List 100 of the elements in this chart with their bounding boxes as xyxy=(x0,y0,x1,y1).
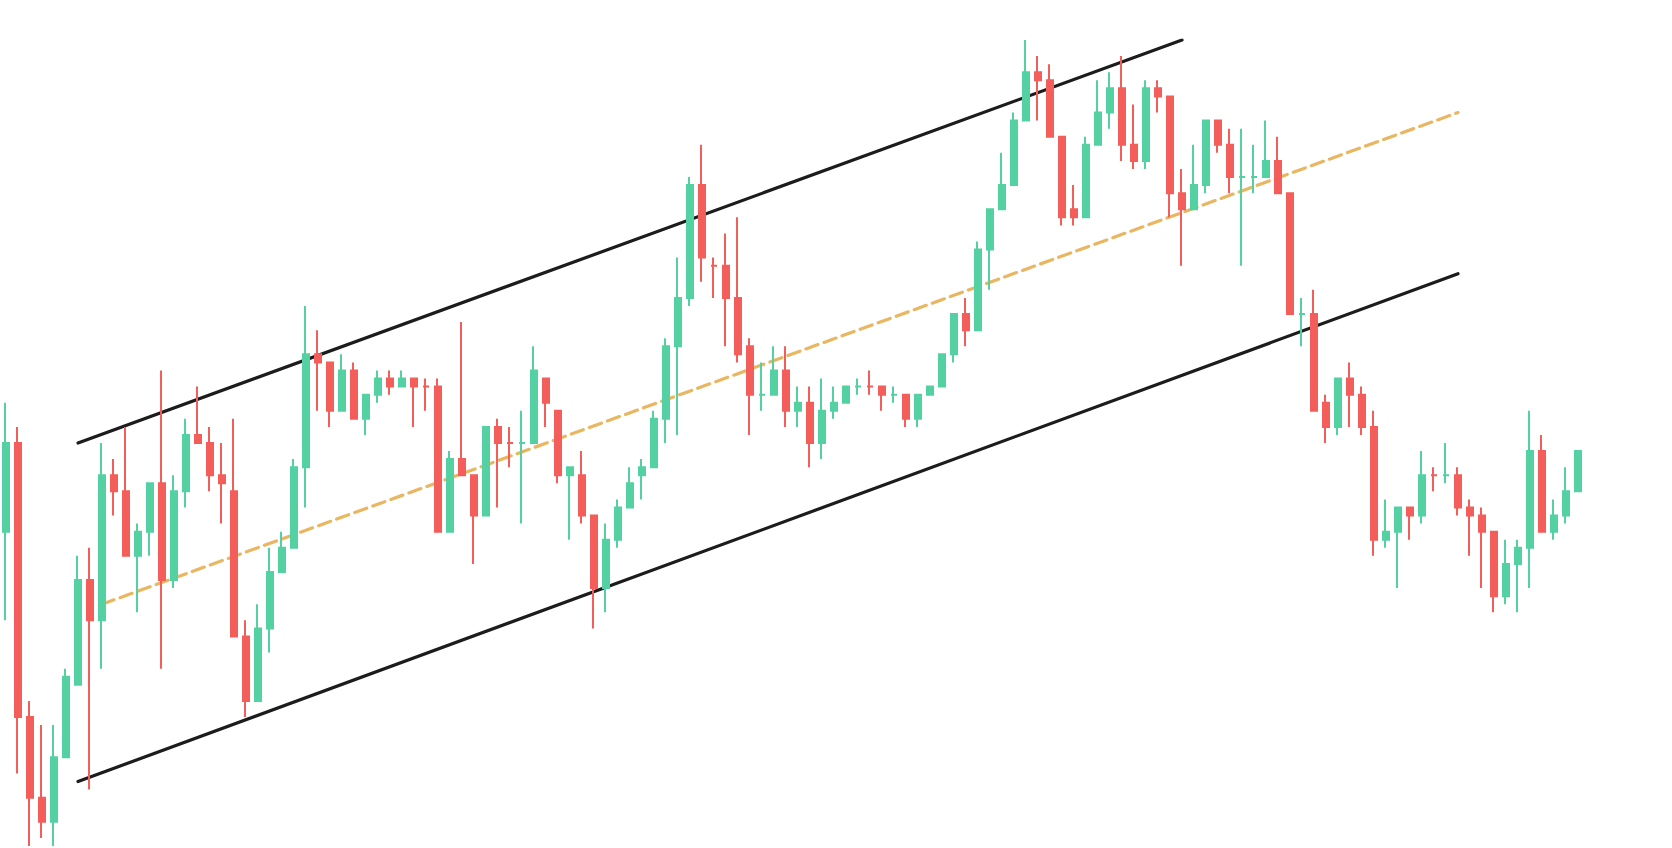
candlestick xyxy=(542,377,550,428)
candlestick xyxy=(1070,184,1078,227)
candlestick xyxy=(482,425,490,517)
candlestick xyxy=(1310,288,1318,412)
candlestick xyxy=(806,385,814,469)
candlestick xyxy=(1166,95,1174,219)
candlestick xyxy=(578,450,586,525)
candlestick xyxy=(146,482,154,557)
candlestick xyxy=(1442,442,1450,485)
candlestick xyxy=(818,377,826,461)
candlestick xyxy=(266,546,274,654)
candlestick xyxy=(254,603,262,702)
candlestick xyxy=(1106,71,1114,130)
candlestick xyxy=(1034,55,1042,122)
candlestick xyxy=(278,530,286,573)
candlestick xyxy=(410,377,418,428)
candlestick xyxy=(890,385,898,404)
candlestick xyxy=(1250,143,1258,195)
candlestick xyxy=(218,442,226,525)
candlestick xyxy=(1262,119,1270,179)
candlestick xyxy=(1346,361,1354,428)
candlestick xyxy=(1238,127,1246,267)
candlestick xyxy=(1046,63,1054,138)
candlestick xyxy=(182,417,190,509)
candlestick xyxy=(434,377,442,533)
candlestick xyxy=(698,143,706,283)
candlestick xyxy=(1022,39,1030,122)
candlestick xyxy=(1094,79,1102,146)
candlestick xyxy=(686,176,694,307)
candlestick xyxy=(494,417,502,509)
candlestick xyxy=(962,296,970,348)
candlestick xyxy=(866,369,874,396)
candlestick xyxy=(50,724,58,847)
candlestick xyxy=(1058,135,1066,227)
candlestick xyxy=(674,256,682,436)
candlestick xyxy=(1118,55,1126,162)
candlestick xyxy=(314,329,322,412)
candlestick xyxy=(1574,450,1582,493)
candlestick xyxy=(290,458,298,549)
candlestick xyxy=(86,546,94,791)
candlestick xyxy=(1190,143,1198,211)
candlestick xyxy=(110,458,118,517)
candlestick xyxy=(26,699,34,847)
candlestick xyxy=(302,304,310,509)
candlestick xyxy=(530,345,538,444)
candlestick xyxy=(566,466,574,541)
candlestick xyxy=(662,337,670,444)
candlestick xyxy=(1214,119,1222,154)
candlestick xyxy=(1334,377,1342,436)
candlestick xyxy=(1130,103,1138,170)
candlestick xyxy=(1358,385,1366,436)
candlestick xyxy=(194,385,202,444)
candlestick xyxy=(734,216,742,364)
candlestick xyxy=(1418,450,1426,525)
candlestick xyxy=(1502,538,1510,606)
candlestick xyxy=(398,369,406,388)
candlestick xyxy=(38,724,46,839)
candlestick xyxy=(650,409,658,469)
candlestick xyxy=(350,361,358,420)
candlestick xyxy=(950,313,958,364)
candlestick xyxy=(1562,466,1570,525)
candlestick xyxy=(638,458,646,501)
candlestick xyxy=(2,401,10,622)
candlestick xyxy=(938,353,946,388)
candlestick xyxy=(1142,79,1150,170)
candlestick xyxy=(458,321,466,477)
candlestick xyxy=(422,377,430,412)
candlestick xyxy=(1382,498,1390,549)
candlestick xyxy=(1406,506,1414,541)
candlestick xyxy=(626,466,634,509)
candlestick xyxy=(386,369,394,396)
candlestick xyxy=(1466,498,1474,557)
candlestick xyxy=(842,385,850,404)
candlestick xyxy=(974,240,982,332)
candlestick xyxy=(1286,192,1294,316)
candlestick xyxy=(986,208,994,291)
candlestick xyxy=(206,425,214,493)
candlestick xyxy=(1226,127,1234,195)
candlestick xyxy=(1490,530,1498,614)
candlestick xyxy=(830,385,838,420)
candlestick xyxy=(1154,79,1162,114)
candlestick xyxy=(590,514,598,630)
candlestick xyxy=(506,425,514,469)
candlestick xyxy=(1178,167,1186,267)
candlestick xyxy=(1394,506,1402,590)
candlestick xyxy=(1538,433,1546,533)
candlestick xyxy=(1526,409,1534,590)
candlestick xyxy=(122,425,130,557)
candlestick xyxy=(74,554,82,686)
candlestick xyxy=(710,256,718,299)
candlestick xyxy=(134,522,142,614)
candlestick xyxy=(914,393,922,428)
candlestick xyxy=(878,385,886,412)
candlestick xyxy=(902,393,910,428)
candlestick xyxy=(746,337,754,436)
candlestick xyxy=(1010,111,1018,187)
candlestick xyxy=(1298,296,1306,348)
candlestick xyxy=(782,345,790,428)
candlestick xyxy=(1082,135,1090,219)
candlestick xyxy=(614,498,622,549)
